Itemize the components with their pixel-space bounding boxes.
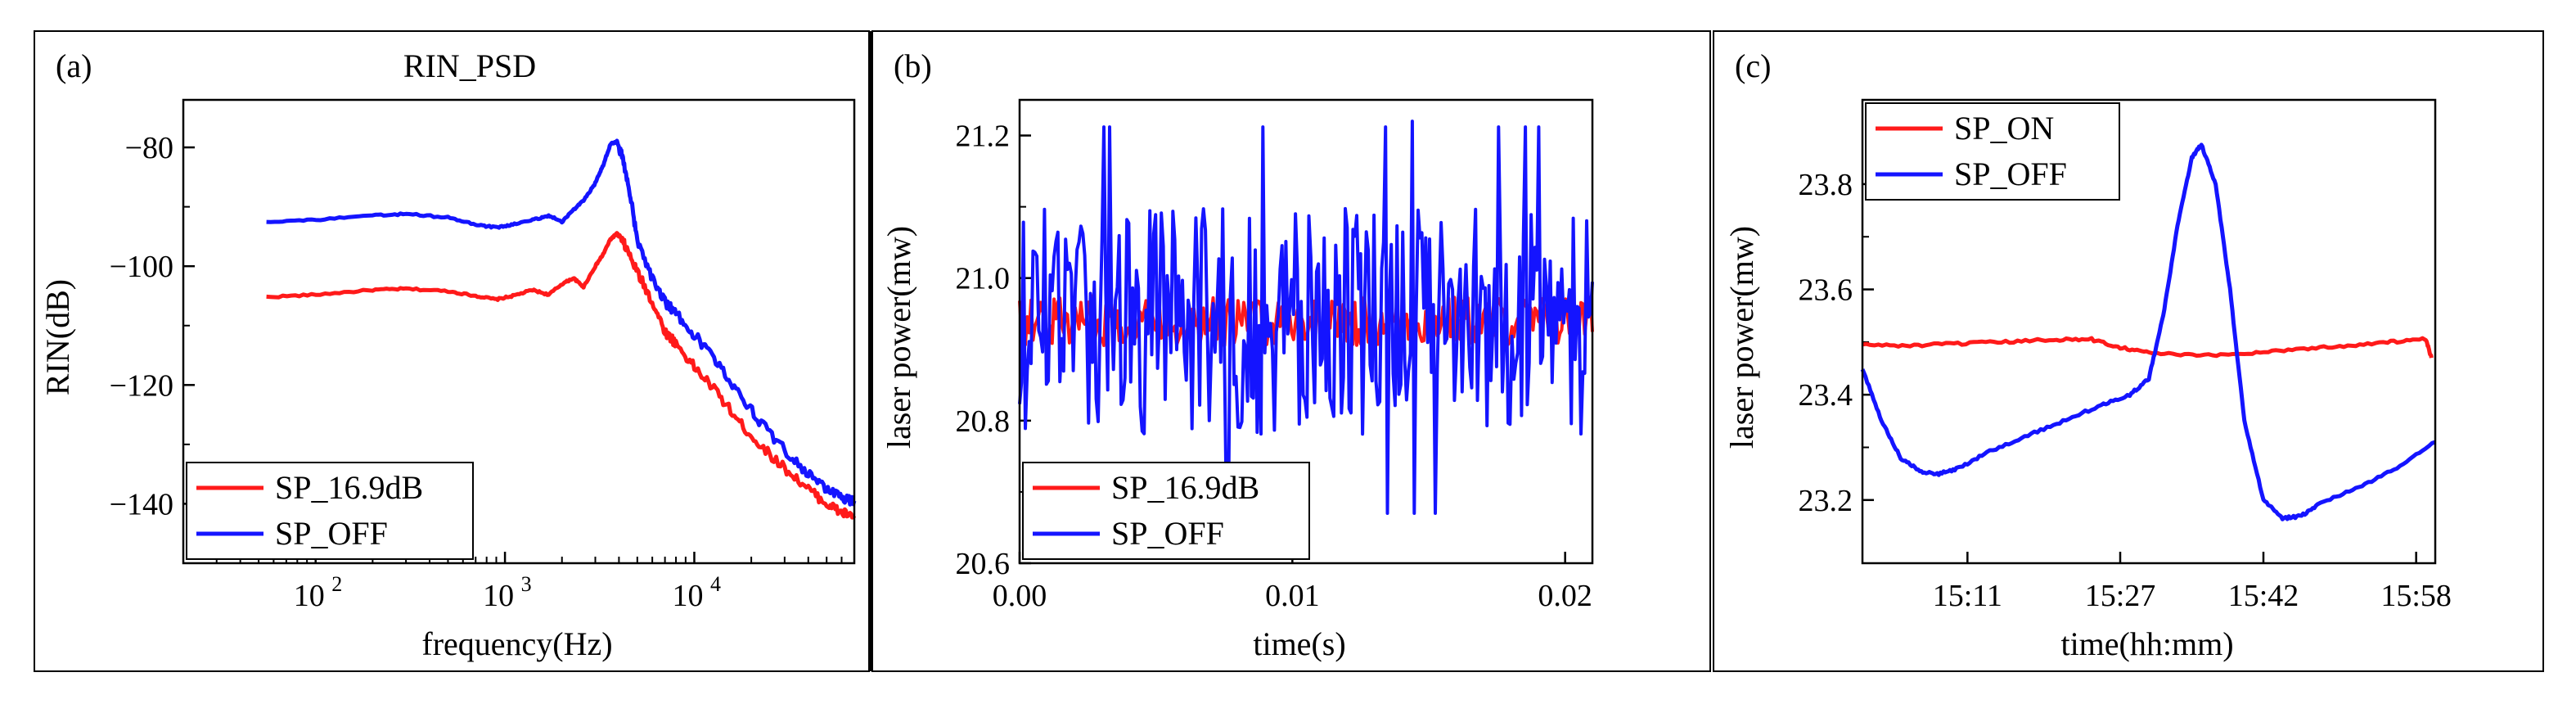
panel-a-legend-blue-label: SP_OFF (275, 515, 388, 552)
p1-ytick-label-2: 21.0 (956, 262, 1011, 296)
panel-b-legend-red-label: SP_16.9dB (1111, 469, 1259, 506)
p2-ytick-label-2: 23.6 (1799, 273, 1853, 308)
panel-a-lines (266, 138, 857, 520)
p2-ytick-label-1: 23.4 (1799, 378, 1853, 413)
p0-series-sp-off-line (266, 138, 857, 507)
panel-b-legend: SP_16.9dB SP_OFF (1022, 462, 1310, 560)
p2-ytick-label-3: 23.8 (1799, 168, 1853, 202)
p1-ytick-label-1: 20.8 (956, 404, 1011, 439)
p1-ytick-label-0: 20.6 (956, 547, 1011, 581)
panel-b-plot-frame (1018, 98, 1594, 565)
panel-c-legend-blue-label: SP_OFF (1954, 156, 2067, 192)
panel-a-legend-box (186, 462, 474, 560)
p1-xtick-label-2: 0.02 (1538, 579, 1592, 613)
panel-b-legend-blue-label: SP_OFF (1111, 515, 1224, 552)
panel-c-plot-frame (1861, 98, 2437, 565)
panel-c-lines (1860, 142, 2436, 521)
p0-xtick-label-1: 10 (483, 579, 514, 613)
panel-a-xlabel: frequency(Hz) (421, 625, 612, 662)
panel-a-frame (34, 30, 870, 672)
panel-a-legend: SP_16.9dB SP_OFF (186, 462, 474, 560)
p2-xtick-label-1: 15:27 (2085, 579, 2156, 613)
p0-series-sp-16-9db-line (266, 231, 857, 520)
panel-b-ylabel: laser power(mw) (880, 226, 917, 449)
panel-c-xlabel: time(hh:mm) (2060, 625, 2233, 662)
p0-ytick-label-3: −140 (110, 487, 173, 521)
p1-series-sp-off-line (1018, 120, 1594, 515)
panel-c-legend-box (1865, 102, 2120, 201)
p0-xtick-exp-2: 4 (710, 572, 721, 596)
panel-b-legend-box (1022, 462, 1310, 560)
panel-c-ticks: 23.2 23.4 23.6 23.8 15:11 15:27 15:42 15:58 (1799, 168, 2452, 613)
panel-a-label: (a) (56, 47, 92, 84)
panel-b-xlabel: time(s) (1253, 625, 1345, 662)
panel-c-label: (c) (1735, 47, 1771, 84)
panel-b: (b) laser power(mw) time(s) 20.6 20.8 21.0… (880, 47, 1594, 662)
panel-b-lines (1018, 120, 1594, 515)
p2-ytick-label-0: 23.2 (1799, 484, 1853, 518)
p0-ytick-label-2: −120 (110, 368, 173, 403)
panel-b-label: (b) (894, 47, 932, 84)
p2-series-sp-on-line (1862, 336, 2434, 359)
p0-xtick-exp-1: 3 (521, 572, 532, 596)
panel-b-ticks: 20.6 20.8 21.0 21.2 0.00 0.01 0.02 (956, 120, 1592, 613)
panel-a-legend-red-label: SP_16.9dB (275, 469, 423, 506)
panel-a-plot-frame (182, 98, 856, 565)
p0-ytick-label-1: −100 (110, 250, 173, 284)
p2-xtick-label-0: 15:11 (1933, 579, 2002, 613)
panel-c-legend: SP_ON SP_OFF (1865, 102, 2120, 201)
panel-c-ylabel: laser power(mw) (1723, 226, 1760, 449)
p1-ytick-label-3: 21.2 (956, 120, 1011, 154)
panel-a-ylabel: RIN(dB) (39, 279, 76, 395)
p0-ytick-label-0: −80 (125, 131, 173, 165)
p0-xtick-exp-0: 2 (331, 572, 342, 596)
p1-xtick-label-1: 0.01 (1265, 579, 1320, 613)
panel-c-frame (1713, 30, 2544, 672)
p2-xtick-label-2: 15:42 (2228, 579, 2299, 613)
p0-xtick-label-0: 10 (294, 579, 325, 613)
panel-c-legend-red-label: SP_ON (1954, 110, 2054, 147)
p1-xtick-label-0: 0.00 (993, 579, 1047, 613)
p2-xtick-label-3: 15:58 (2380, 579, 2452, 613)
panel-a-title: RIN_PSD (403, 47, 536, 84)
p2-series-sp-off-line (1860, 142, 2436, 521)
panel-c: (c) laser power(mw) time(hh:mm) 23.2 23.4… (1723, 47, 2452, 662)
panel-a: (a) RIN_PSD RIN(dB) frequency(Hz) −80 −10… (39, 47, 857, 662)
p0-xtick-label-2: 10 (672, 579, 703, 613)
